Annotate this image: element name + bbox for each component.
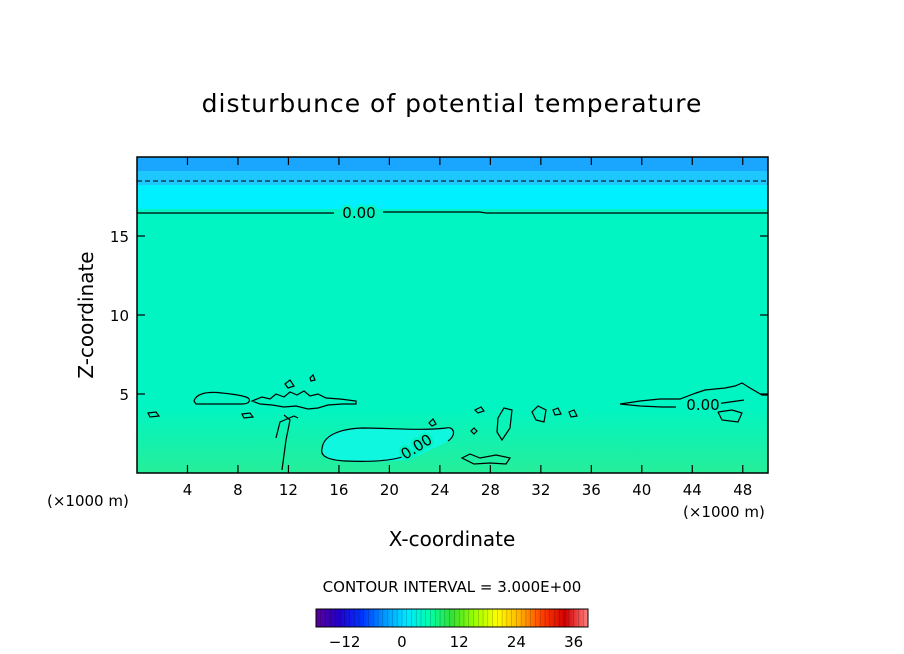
y-tick-label: 5	[119, 386, 129, 404]
x-unit-right: (×1000 m)	[683, 503, 765, 521]
colorbar: −12 0 12 24 36	[315, 608, 589, 651]
x-tick-label: 16	[329, 481, 348, 499]
contour-small-13	[717, 409, 743, 423]
x-axis-label: X-coordinate	[389, 527, 516, 551]
chart-title: disturbunce of potential temperature	[202, 89, 703, 118]
contour-small-4	[309, 373, 316, 382]
x-tick-label: 32	[531, 481, 550, 499]
colorbar-fill	[316, 609, 588, 627]
contour-small-6	[470, 427, 478, 435]
top-band-1	[137, 157, 768, 171]
x-tick-label: 36	[582, 481, 601, 499]
contour-zero-right-blob	[619, 382, 768, 408]
contour-zero-left-ragged	[250, 390, 357, 410]
y-axis-label: Z-coordinate	[74, 251, 98, 378]
contour-small-10	[552, 407, 562, 416]
cold-pocket-fill	[322, 427, 453, 462]
lower-layer-field	[137, 407, 768, 473]
colorbar-tick-label: 36	[564, 633, 583, 651]
x-tick-label: 28	[481, 481, 500, 499]
contour-label-top: 0.00	[342, 204, 375, 222]
colorbar-tick-label: 24	[507, 633, 526, 651]
contour-interval-label: CONTOUR INTERVAL = 3.000E+00	[323, 578, 582, 596]
contour-thin-vertical	[275, 414, 299, 471]
colorbar-tick-labels: −12 0 12 24 36	[329, 633, 583, 651]
x-tick-label: 24	[430, 481, 449, 499]
x-tick-label: 4	[183, 481, 193, 499]
contour-small-7	[473, 406, 485, 414]
contour-small-1	[147, 411, 161, 418]
x-tick-label: 20	[380, 481, 399, 499]
contour-label-right: 0.00	[686, 396, 719, 414]
x-tick-label: 40	[632, 481, 651, 499]
x-tick-label: 12	[279, 481, 298, 499]
x-tick-label: 48	[733, 481, 752, 499]
contour-zero-left-blob	[193, 391, 251, 405]
x-tick-label: 8	[233, 481, 243, 499]
colorbar-frame	[315, 608, 589, 628]
contour-small-3	[284, 379, 295, 389]
y-tick-label: 15	[110, 228, 129, 246]
top-band-3	[137, 185, 768, 209]
x-unit-left: (×1000 m)	[47, 492, 129, 510]
colorbar-tick-label: 0	[397, 633, 407, 651]
colorbar-tick-label: −12	[329, 633, 361, 651]
contour-small-8	[496, 407, 513, 442]
contour-small-2	[241, 412, 255, 419]
y-axis-ticks: 5 10 15	[110, 228, 768, 404]
contour-lines	[137, 180, 768, 471]
contour-small-9	[531, 405, 547, 423]
plot-area	[137, 157, 768, 473]
contour-small-12	[460, 453, 511, 465]
colorbar-tick-label: 12	[450, 633, 469, 651]
contour-zero-cold-pocket	[321, 427, 455, 462]
top-band-2	[137, 171, 768, 185]
colorbar-divisions	[320, 609, 584, 627]
contour-small-11	[568, 409, 578, 418]
y-tick-label: 10	[110, 307, 129, 325]
contour-zero-top-right	[383, 211, 768, 214]
x-tick-label: 44	[683, 481, 702, 499]
contour-small-5	[428, 418, 437, 427]
x-axis-ticks: 4 8 12 16 20 24 28 32 36 40 44 48	[183, 157, 752, 499]
